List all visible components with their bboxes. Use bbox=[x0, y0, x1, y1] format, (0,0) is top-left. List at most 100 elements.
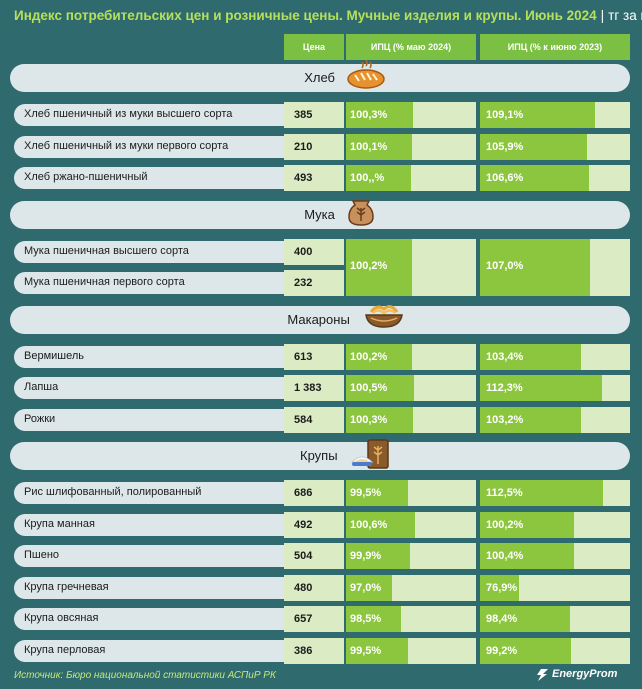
category-label: Хлеб bbox=[304, 70, 335, 85]
price-cell: 210 bbox=[284, 133, 344, 160]
price-cell: 686 bbox=[284, 480, 344, 506]
ipc-year-bar bbox=[480, 637, 572, 664]
ipc-month-bar bbox=[346, 343, 413, 370]
header-ipc-month: ИПЦ (% маю 2024) bbox=[346, 34, 476, 60]
ipc-year-label: 103,2% bbox=[486, 413, 524, 426]
row-label: Хлеб ржано-пшеничный bbox=[24, 171, 148, 183]
row-background bbox=[14, 167, 344, 189]
row-background bbox=[14, 377, 344, 399]
ipc-year-label: 99,2% bbox=[486, 644, 518, 657]
ipc-year-bar bbox=[480, 543, 575, 569]
ipc-year-bar bbox=[480, 165, 589, 191]
ipc-month-bar bbox=[346, 406, 413, 433]
source-note: Источник: Бюро национальной статистики А… bbox=[14, 670, 276, 681]
ipc-year-label: 107,0% bbox=[486, 260, 524, 273]
price-cell: 400 bbox=[284, 238, 344, 265]
ipc-year-label: 100,4% bbox=[486, 550, 524, 562]
ipc-month-bar bbox=[346, 375, 415, 401]
ipc-year-bar bbox=[480, 133, 588, 160]
ipc-month-bar bbox=[346, 238, 413, 296]
row-label: Крупа гречневая bbox=[24, 580, 109, 593]
ipc-month-bar bbox=[346, 480, 408, 506]
row-background bbox=[14, 639, 344, 662]
price-cell: 385 bbox=[284, 102, 344, 128]
lightning-icon bbox=[537, 669, 548, 681]
row-background bbox=[14, 608, 344, 630]
ipc-year-bar bbox=[480, 343, 582, 370]
category-band bbox=[10, 442, 630, 470]
price-cell: 613 bbox=[284, 343, 344, 370]
ipc-month-label: 100,5% bbox=[350, 382, 388, 394]
category-label: Крупы bbox=[300, 448, 338, 463]
ipc-month-label: 98,5% bbox=[350, 613, 382, 625]
ipc-year-bar bbox=[480, 375, 603, 401]
price-cell: 657 bbox=[284, 606, 344, 632]
row-background bbox=[14, 240, 344, 263]
ipc-month-bar bbox=[346, 606, 402, 632]
ipc-month-bar bbox=[346, 102, 413, 128]
ipc-month-label: 100,3% bbox=[350, 109, 388, 121]
row-label: Рожки bbox=[24, 412, 56, 425]
price-cell: 1 383 bbox=[284, 375, 344, 401]
ipc-month-label: 100,2% bbox=[350, 350, 388, 363]
ipc-month-bar bbox=[346, 574, 392, 601]
ipc-month-label: 99,9% bbox=[350, 550, 382, 562]
row-label: Крупа овсяная bbox=[24, 612, 99, 624]
ipc-year-label: 103,4% bbox=[486, 350, 524, 363]
price-cell: 232 bbox=[284, 270, 344, 296]
ipc-month-label: 100,3% bbox=[350, 413, 388, 426]
row-label: Мука пшеничная высшего сорта bbox=[24, 244, 189, 257]
row-label: Крупа перловая bbox=[24, 643, 106, 656]
flour-sack-icon bbox=[346, 197, 376, 232]
ipc-month-label: 99,5% bbox=[350, 487, 382, 499]
ipc-month-label: 100,6% bbox=[350, 518, 388, 531]
category-label: Макароны bbox=[287, 311, 350, 327]
grain-bag-icon bbox=[350, 438, 394, 475]
brand-logo: EnergyProm bbox=[552, 668, 618, 680]
price-cell: 492 bbox=[284, 511, 344, 538]
row-background bbox=[14, 576, 344, 599]
ipc-month-label: 100,2% bbox=[350, 260, 388, 273]
ipc-month-bar bbox=[346, 637, 408, 664]
ipc-year-bar bbox=[480, 606, 570, 632]
price-cell: 480 bbox=[284, 574, 344, 601]
header-ipc-year: ИПЦ (% к июню 2023) bbox=[480, 34, 630, 60]
price-cell: 493 bbox=[284, 165, 344, 191]
ipc-year-label: 98,4% bbox=[486, 613, 518, 625]
ipc-year-label: 105,9% bbox=[486, 140, 524, 153]
row-background bbox=[14, 345, 344, 368]
ipc-year-label: 112,3% bbox=[486, 382, 523, 394]
ipc-month-bar bbox=[346, 133, 412, 160]
row-background bbox=[14, 272, 344, 294]
category-band bbox=[10, 64, 630, 92]
price-cell: 584 bbox=[284, 406, 344, 433]
row-label: Лапша bbox=[24, 381, 59, 393]
category-label: Мука bbox=[304, 206, 335, 222]
ipc-month-label: 100,,% bbox=[350, 172, 385, 184]
price-cell: 504 bbox=[284, 543, 344, 569]
row-label: Хлеб пшеничный из муки первого сорта bbox=[24, 139, 229, 152]
price-cell: 386 bbox=[284, 637, 344, 664]
ipc-month-bar bbox=[346, 543, 411, 569]
ipc-month-bar bbox=[346, 165, 411, 191]
category-band bbox=[10, 305, 630, 334]
ipc-year-bar bbox=[480, 480, 603, 506]
row-background bbox=[14, 104, 344, 126]
row-background bbox=[14, 513, 344, 536]
ipc-year-bar bbox=[480, 574, 520, 601]
row-background bbox=[14, 545, 344, 567]
ipc-month-label: 100,1% bbox=[350, 140, 388, 153]
ipc-year-bar bbox=[480, 406, 581, 433]
row-label: Хлеб пшеничный из муки высшего сорта bbox=[24, 108, 233, 120]
row-background bbox=[14, 135, 344, 158]
ipc-month-label: 97,0% bbox=[350, 581, 382, 594]
ipc-year-label: 112,5% bbox=[486, 487, 523, 499]
header-price: Цена bbox=[284, 34, 344, 60]
row-label: Пшено bbox=[24, 549, 60, 561]
ipc-year-bar bbox=[480, 238, 590, 296]
ipc-year-label: 76,9% bbox=[486, 581, 518, 594]
row-label: Крупа манная bbox=[24, 517, 95, 530]
ipc-year-label: 109,1% bbox=[486, 109, 524, 121]
ipc-year-label: 106,6% bbox=[486, 172, 524, 184]
row-label: Вермишель bbox=[24, 349, 85, 362]
